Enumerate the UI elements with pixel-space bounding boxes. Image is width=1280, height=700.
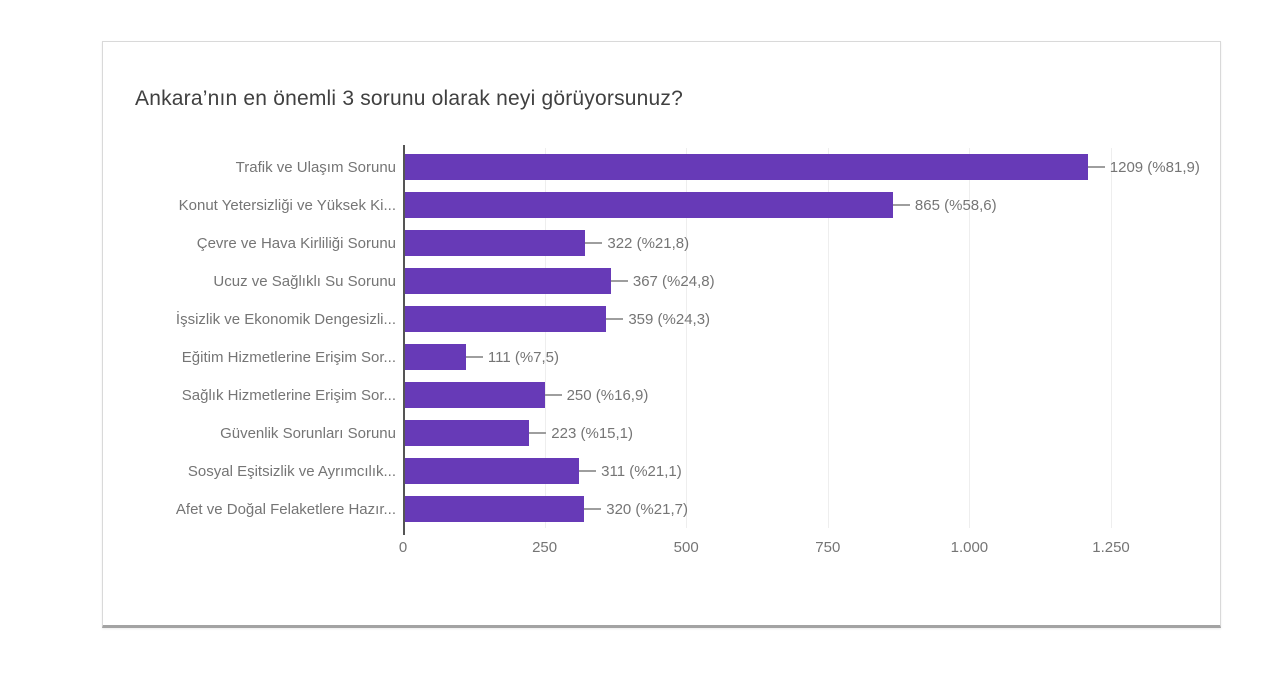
value-connector-line — [606, 318, 624, 320]
bar — [403, 496, 585, 522]
gridline — [1111, 148, 1112, 528]
gridline — [969, 148, 971, 528]
bar-track: 223 (%15,1) — [403, 414, 1220, 452]
bar-track: 359 (%24,3) — [403, 300, 1220, 338]
category-label: Çevre ve Hava Kirliliği Sorunu — [196, 234, 396, 252]
value-connector-line — [610, 280, 628, 282]
category-label: Afet ve Doğal Felaketlere Hazır... — [175, 500, 396, 518]
value-connector-line — [529, 432, 547, 434]
bar-track: 322 (%21,8) — [403, 224, 1220, 262]
y-axis-line — [403, 145, 405, 535]
chart-title: Ankara’nın en önemli 3 sorunu olarak ney… — [135, 87, 683, 110]
category-label: Trafik ve Ulaşım Sorunu — [235, 158, 396, 176]
bar-chart: Trafik ve Ulaşım Sorunu 1209 (%81,9) Konut… — [103, 145, 1220, 564]
gridline — [827, 148, 829, 528]
chart-row: Trafik ve Ulaşım Sorunu 1209 (%81,9) — [103, 148, 1220, 186]
value-connector-line — [1087, 166, 1105, 168]
category-label: Ucuz ve Sağlıklı Su Sorunu — [213, 272, 396, 290]
value-connector-line — [585, 242, 603, 244]
value-connector-line — [465, 356, 483, 358]
bar — [403, 344, 466, 370]
bar — [403, 420, 530, 446]
value-label: 223 (%15,1) — [551, 424, 634, 442]
chart-row: Eğitim Hizmetlerine Erişim Sor... 111 (%7… — [103, 338, 1220, 376]
chart-row: Ucuz ve Sağlıklı Su Sorunu 367 (%24,8) — [103, 262, 1220, 300]
chart-row: Afet ve Doğal Felaketlere Hazır... 320 (%… — [103, 490, 1220, 528]
value-label: 359 (%24,3) — [628, 310, 711, 328]
gridline — [686, 148, 688, 528]
value-label: 111 (%7,5) — [487, 348, 560, 366]
value-label: 865 (%58,6) — [914, 196, 997, 214]
x-tick-label: 500 — [673, 539, 699, 556]
x-tick-label: 1.000 — [950, 539, 989, 556]
x-tick-label: 1.250 — [1092, 539, 1130, 556]
results-card: Ankara’nın en önemli 3 sorunu olarak ney… — [102, 41, 1221, 628]
x-tick-label: 250 — [532, 539, 558, 556]
category-label: Konut Yetersizliği ve Yüksek Ki... — [178, 196, 396, 214]
value-label: 1209 (%81,9) — [1109, 158, 1200, 176]
value-label: 320 (%21,7) — [606, 500, 688, 518]
gridlines — [403, 148, 1112, 528]
value-connector-line — [584, 508, 602, 510]
bar — [403, 230, 586, 256]
bar — [403, 154, 1088, 180]
chart-row: Çevre ve Hava Kirliliği Sorunu 322 (%21,8… — [103, 224, 1220, 262]
category-label: Sağlık Hizmetlerine Erişim Sor... — [181, 386, 396, 404]
category-label: Eğitim Hizmetlerine Erişim Sor... — [181, 348, 396, 366]
value-label: 322 (%21,8) — [607, 234, 690, 252]
bar-track: 865 (%58,6) — [403, 186, 1220, 224]
chart-row: İşsizlik ve Ekonomik Dengesizli... 359 (%… — [103, 300, 1220, 338]
bar-track: 367 (%24,8) — [403, 262, 1220, 300]
category-label: İşsizlik ve Ekonomik Dengesizli... — [175, 310, 396, 328]
bar — [403, 306, 607, 332]
bar — [403, 382, 545, 408]
value-label: 311 (%21,1) — [601, 462, 682, 480]
chart-rows: Trafik ve Ulaşım Sorunu 1209 (%81,9) Konut… — [103, 145, 1220, 535]
chart-row: Sağlık Hizmetlerine Erişim Sor... 250 (%1… — [103, 376, 1220, 414]
x-tick-label: 750 — [815, 539, 841, 556]
category-label: Güvenlik Sorunları Sorunu — [220, 424, 396, 442]
x-tick-label: 0 — [398, 539, 408, 556]
bar-track: 311 (%21,1) — [403, 452, 1220, 490]
bar-track: 250 (%16,9) — [403, 376, 1220, 414]
value-label: 367 (%24,8) — [632, 272, 715, 290]
gridline — [544, 148, 546, 528]
bar — [403, 458, 580, 484]
bar-track: 1209 (%81,9) — [403, 148, 1220, 186]
bar-track: 320 (%21,7) — [403, 490, 1220, 528]
value-label: 250 (%16,9) — [566, 386, 649, 404]
bar-track: 111 (%7,5) — [403, 338, 1220, 376]
value-connector-line — [544, 394, 562, 396]
chart-row: Sosyal Eşitsizlik ve Ayrımcılık... 311 (%… — [103, 452, 1220, 490]
category-label: Sosyal Eşitsizlik ve Ayrımcılık... — [187, 462, 396, 480]
bar — [403, 268, 611, 294]
bar — [403, 192, 893, 218]
value-connector-line — [892, 204, 910, 206]
value-connector-line — [579, 470, 597, 472]
chart-row: Güvenlik Sorunları Sorunu 223 (%15,1) — [103, 414, 1220, 452]
x-axis: 0 250 500 750 1.000 1.250 — [103, 528, 1220, 564]
chart-row: Konut Yetersizliği ve Yüksek Ki... 865 (%… — [103, 186, 1220, 224]
